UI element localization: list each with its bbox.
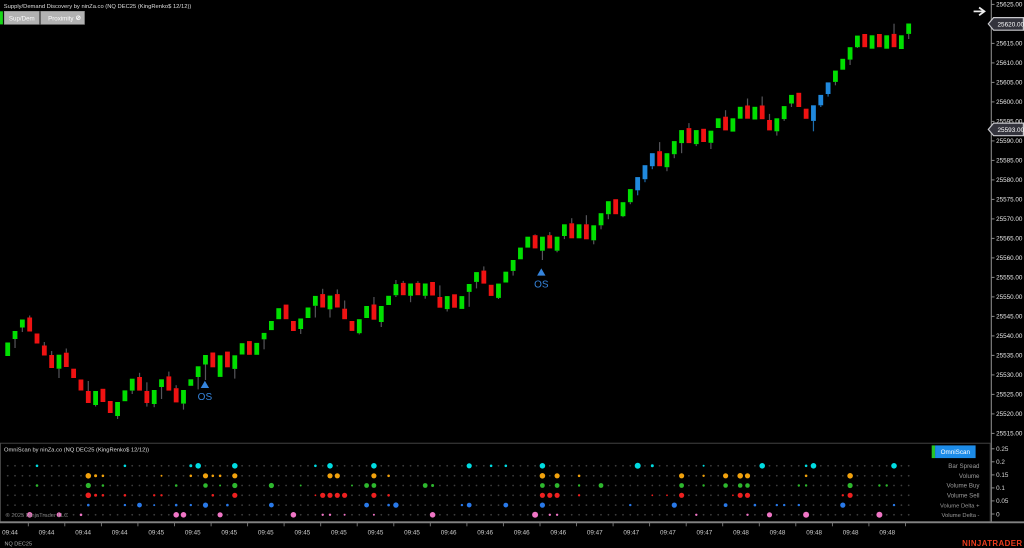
svg-text:25625.00: 25625.00 [996,2,1023,9]
svg-text:09:45: 09:45 [258,529,274,536]
svg-text:25560.00: 25560.00 [996,255,1023,262]
svg-text:25570.00: 25570.00 [996,216,1023,223]
svg-text:09:45: 09:45 [148,529,164,536]
svg-text:OmniScan: OmniScan [941,449,971,456]
svg-text:25605.00: 25605.00 [996,80,1023,87]
svg-text:09:47: 09:47 [660,529,676,536]
svg-text:09:48: 09:48 [879,529,895,536]
svg-text:25555.00: 25555.00 [996,275,1023,282]
svg-text:0.1: 0.1 [996,485,1005,492]
svg-text:0.25: 0.25 [996,446,1009,453]
svg-text:09:47: 09:47 [697,529,713,536]
svg-text:0: 0 [996,511,1000,518]
svg-text:0.05: 0.05 [996,498,1009,505]
svg-text:NQ DEC25: NQ DEC25 [5,542,33,548]
svg-text:25593.00: 25593.00 [998,127,1024,134]
svg-text:OS: OS [534,280,549,291]
svg-text:25615.00: 25615.00 [996,41,1023,48]
svg-text:09:45: 09:45 [185,529,201,536]
svg-text:0.2: 0.2 [996,459,1005,466]
svg-text:Volume: Volume [959,473,980,480]
svg-text:09:44: 09:44 [2,529,18,536]
svg-text:25585.00: 25585.00 [996,158,1023,165]
svg-text:09:45: 09:45 [368,529,384,536]
svg-text:OmniScan by ninZa.co (NQ DEC25: OmniScan by ninZa.co (NQ DEC25 (KingRenk… [4,448,149,454]
svg-text:25575.00: 25575.00 [996,197,1023,204]
svg-text:09:46: 09:46 [514,529,530,536]
svg-text:09:48: 09:48 [806,529,822,536]
svg-text:Proximity: Proximity [48,15,74,22]
svg-text:09:44: 09:44 [75,529,91,536]
svg-text:Sup/Dem: Sup/Dem [9,15,35,22]
svg-text:09:48: 09:48 [733,529,749,536]
svg-text:25530.00: 25530.00 [996,372,1023,379]
svg-text:25515.00: 25515.00 [996,431,1023,438]
svg-text:09:44: 09:44 [39,529,55,536]
svg-text:0.15: 0.15 [996,472,1009,479]
svg-text:25580.00: 25580.00 [996,177,1023,184]
svg-text:Bar Spread: Bar Spread [948,463,980,470]
svg-text:25595.00: 25595.00 [996,119,1023,126]
svg-text:09:46: 09:46 [550,529,566,536]
svg-text:25525.00: 25525.00 [996,392,1023,399]
svg-text:25550.00: 25550.00 [996,294,1023,301]
svg-text:25545.00: 25545.00 [996,314,1023,321]
svg-text:25540.00: 25540.00 [996,333,1023,340]
svg-text:OS: OS [198,392,213,403]
svg-text:© 2025 NinjaTrader LLC: © 2025 NinjaTrader LLC [6,512,69,519]
svg-text:09:44: 09:44 [112,529,128,536]
svg-text:09:47: 09:47 [623,529,639,536]
svg-text:25610.00: 25610.00 [996,60,1023,67]
svg-text:09:46: 09:46 [441,529,457,536]
svg-text:09:45: 09:45 [295,529,311,536]
svg-text:Volume Delta -: Volume Delta - [941,513,979,519]
svg-text:09:45: 09:45 [404,529,420,536]
svg-text:09:46: 09:46 [477,529,493,536]
svg-text:09:48: 09:48 [843,529,859,536]
svg-text:NINJATRADER: NINJATRADER [962,539,1022,548]
svg-text:09:45: 09:45 [221,529,237,536]
svg-text:25620.00: 25620.00 [998,21,1024,28]
svg-text:Supply/Demand Discovery by nin: Supply/Demand Discovery by ninZa.co (NQ … [4,4,192,10]
svg-text:Volume Buy: Volume Buy [946,483,980,490]
svg-text:09:45: 09:45 [331,529,347,536]
svg-text:25535.00: 25535.00 [996,353,1023,360]
svg-text:25520.00: 25520.00 [996,411,1023,418]
svg-text:25565.00: 25565.00 [996,236,1023,243]
svg-text:25600.00: 25600.00 [996,99,1023,106]
svg-text:Volume Delta +: Volume Delta + [940,503,980,509]
svg-text:25590.00: 25590.00 [996,138,1023,145]
svg-text:09:48: 09:48 [770,529,786,536]
svg-text:09:47: 09:47 [587,529,603,536]
svg-text:Volume Sell: Volume Sell [947,493,980,500]
